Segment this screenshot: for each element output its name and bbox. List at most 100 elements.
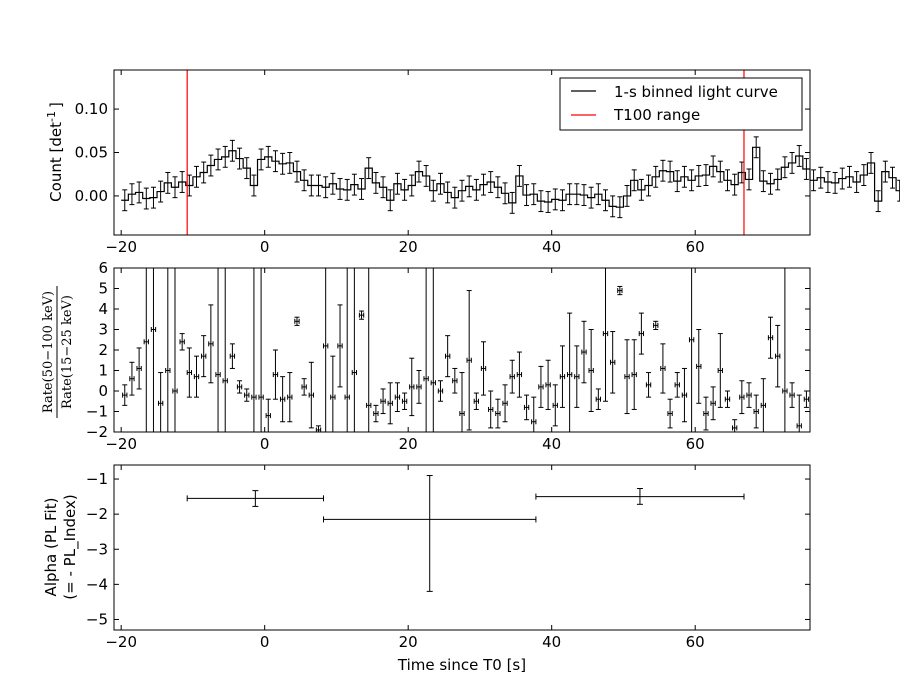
- light-curve-errorbar: [638, 178, 644, 201]
- light-curve-errorbar: [832, 171, 838, 194]
- light-curve-ylabel: Count [det-1]: [45, 102, 65, 202]
- hardness-ratio-point: [710, 386, 716, 421]
- light-curve-errorbar: [595, 183, 601, 206]
- light-curve-errorbar: [265, 145, 271, 168]
- y-tick-label: 6: [98, 259, 108, 277]
- alpha-ylabel: Alpha (PL Fit) (= - PL_Index): [42, 494, 80, 599]
- hardness-ratio-point: [631, 339, 637, 410]
- light-curve-errorbar: [667, 160, 673, 183]
- light-curve-errorbar: [775, 168, 781, 191]
- hardness-ratio-point: [660, 343, 666, 394]
- hardness-ratio-point: [746, 382, 752, 408]
- hardness-ratio-point: [380, 388, 386, 415]
- light-curve-errorbar: [179, 171, 185, 193]
- light-curve-errorbar: [861, 164, 867, 186]
- light-curve-errorbar: [394, 172, 400, 195]
- alpha-series: [186, 475, 745, 592]
- hardness-ratio-point: [279, 376, 286, 423]
- hardness-ratio-point: [732, 419, 738, 432]
- light-curve-errorbar: [294, 160, 300, 183]
- hardness-ratio-point: [581, 320, 587, 384]
- hardness-ratio-point: [315, 425, 322, 433]
- hardness-ratio-point: [337, 304, 343, 388]
- hardness-ratio-point: [782, 268, 788, 432]
- hardness-ratio-point: [739, 380, 745, 415]
- light-curve-errorbar: [710, 155, 716, 178]
- light-curve-errorbar: [237, 147, 243, 170]
- light-curve-errorbar: [136, 181, 142, 204]
- hardness-ratio-point: [760, 378, 767, 432]
- hardness-ratio-point: [531, 396, 537, 432]
- light-curve-errorbar: [825, 171, 831, 193]
- light-curve-errorbar: [875, 190, 881, 213]
- light-curve-errorbar: [280, 152, 286, 175]
- hardness-ratio-point: [610, 331, 616, 394]
- light-curve-errorbar: [803, 158, 809, 180]
- hardness-ratio-panel: −20 0 20 40 60 −2 −1 0 1 2 3 4 5 6 Rate(50−100 keV) R…: [41, 259, 811, 453]
- light-curve-step-line: [121, 146, 900, 208]
- hardness-ratio-point: [574, 345, 580, 408]
- hardness-ratio-point: [566, 312, 573, 432]
- y-tick-label: −1: [86, 403, 108, 421]
- hardness-ratio-point: [366, 268, 372, 432]
- hardness-ratio-point: [803, 390, 810, 408]
- light-curve-errorbar: [143, 187, 149, 210]
- hardness-ratio-point: [287, 372, 293, 423]
- x-axis-label: Time since T0 [s]: [397, 656, 526, 674]
- y-tick-label: −4: [86, 575, 108, 593]
- light-curve-errorbar: [251, 174, 257, 197]
- hardness-ratio-point: [459, 372, 465, 432]
- light-curve-errorbar: [359, 178, 365, 200]
- light-curve-errorbar: [373, 171, 379, 194]
- x-tick-label: 60: [686, 435, 705, 453]
- alpha-point: [535, 488, 745, 505]
- x-tick-label: −20: [105, 633, 137, 651]
- light-curve-errorbar: [588, 186, 594, 209]
- hardness-ratio-point: [251, 268, 257, 432]
- hardness-ratio-point: [473, 392, 480, 410]
- light-curve-errorbar: [631, 169, 637, 192]
- x-tick-label: 40: [542, 633, 561, 651]
- light-curve-errorbar: [789, 152, 795, 174]
- hardness-ratio-point: [409, 357, 415, 417]
- light-curve-errorbar: [158, 180, 164, 203]
- y-tick-label: 4: [98, 300, 108, 318]
- light-curve-errorbar: [516, 165, 522, 187]
- hardness-ratio-point: [157, 372, 164, 432]
- hardness-ratio-ylabel-denominator: Rate(15−25 keV): [60, 295, 75, 409]
- light-curve-errorbar: [624, 185, 630, 207]
- light-curve-errorbar: [122, 189, 128, 212]
- light-curve-errorbar: [617, 196, 623, 219]
- hardness-ratio-point: [301, 378, 307, 396]
- light-curve-errorbar: [882, 160, 888, 183]
- hardness-ratio-point: [136, 347, 142, 390]
- light-curve-errorbar: [194, 165, 200, 188]
- hardness-ratio-point: [265, 398, 271, 432]
- light-curve-errorbar: [681, 165, 687, 188]
- light-curve-errorbar: [452, 186, 458, 209]
- hardness-ratio-point: [122, 384, 128, 406]
- hardness-ratio-point: [480, 341, 487, 396]
- hardness-ratio-point: [724, 390, 731, 408]
- hardness-ratio-point: [401, 392, 408, 410]
- hardness-ratio-point: [674, 372, 680, 398]
- hardness-ratio-point: [373, 404, 379, 423]
- hardness-ratio-point: [294, 316, 300, 326]
- hardness-ratio-point: [236, 380, 243, 394]
- light-curve-errorbar: [344, 178, 350, 201]
- hardness-ratio-point: [143, 268, 149, 432]
- light-curve-errorbar: [538, 190, 544, 213]
- light-curve-errorbar: [545, 191, 551, 213]
- hardness-ratio-point: [452, 367, 458, 394]
- hardness-ratio-point: [150, 268, 157, 432]
- hardness-ratio-point: [595, 388, 601, 410]
- x-tick-label: 40: [542, 435, 561, 453]
- x-tick-label: 0: [260, 238, 270, 256]
- light-curve-errorbar: [581, 184, 587, 206]
- light-curve-errorbar: [524, 184, 530, 206]
- hardness-ratio-point: [753, 394, 759, 429]
- light-curve-errorbar: [753, 136, 759, 159]
- hardness-ratio-point: [516, 351, 523, 398]
- light-curve-errorbar: [430, 179, 436, 202]
- hardness-ratio-point: [308, 361, 314, 429]
